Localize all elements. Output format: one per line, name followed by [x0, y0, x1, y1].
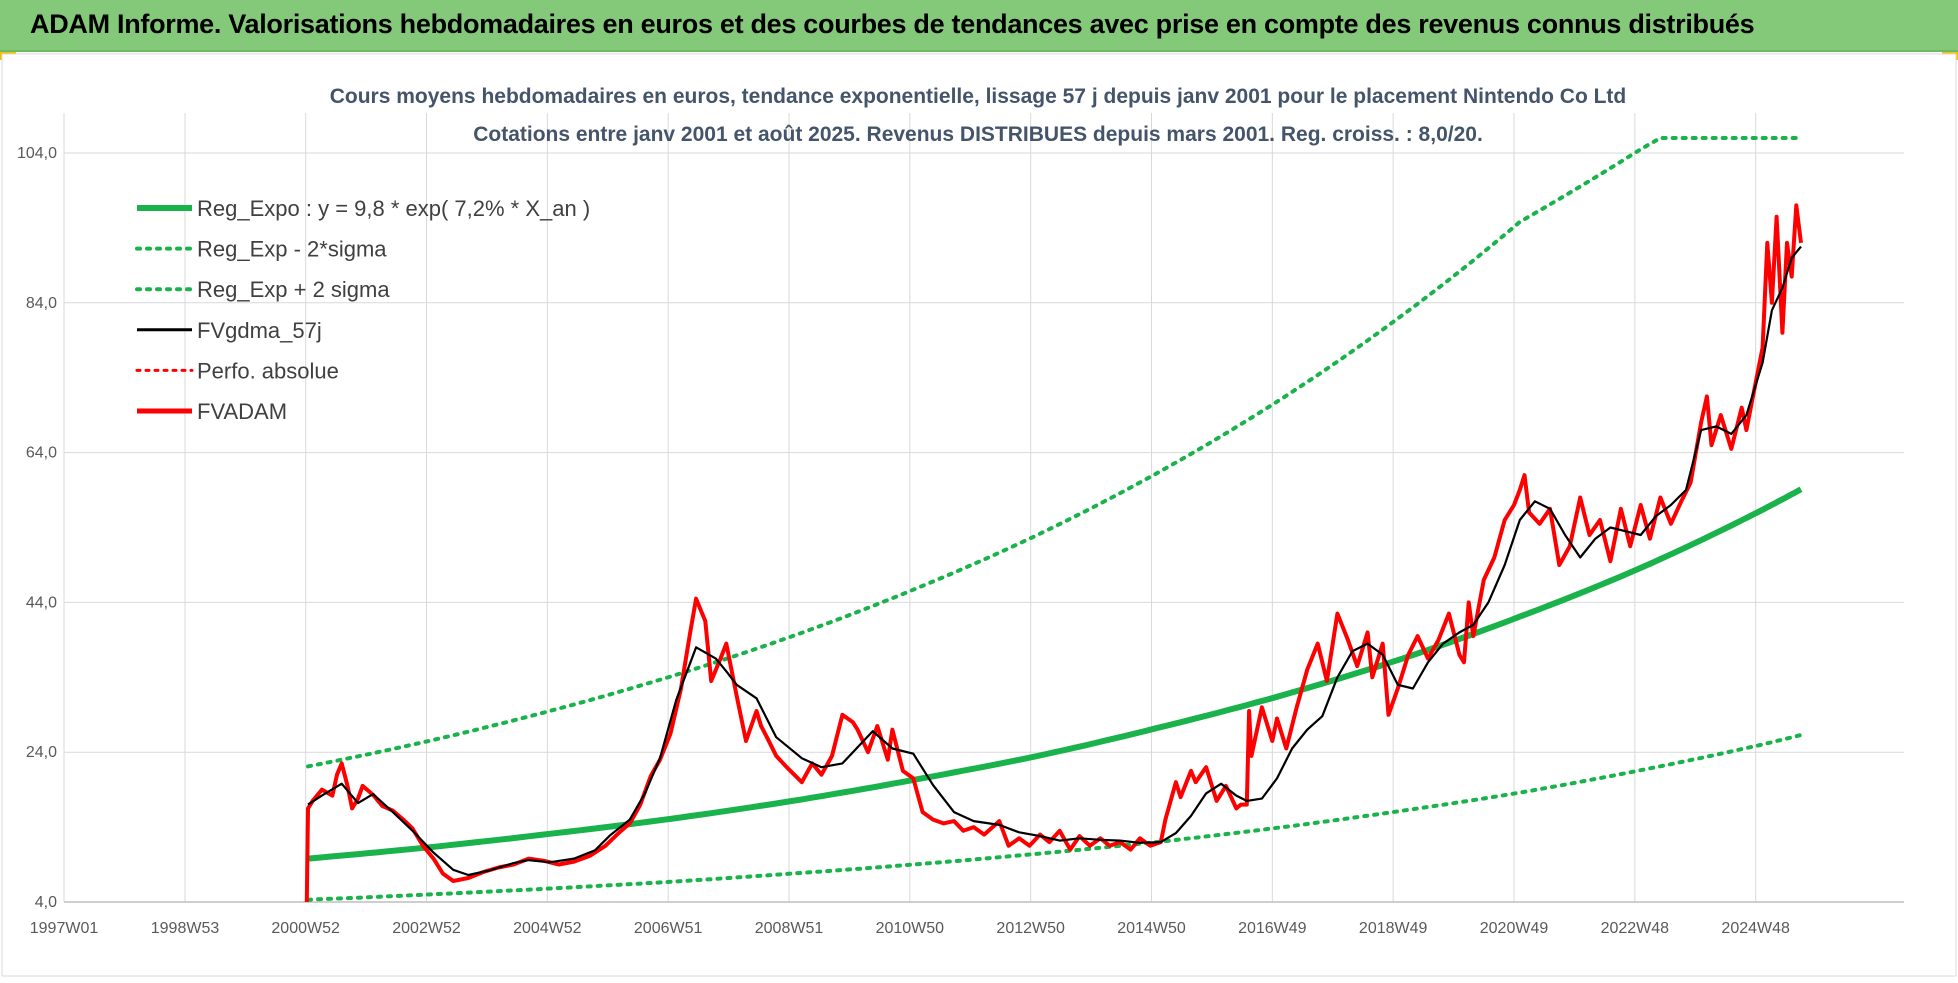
x-tick-label: 2008W51: [755, 920, 824, 937]
chart-title-line-1: Cours moyens hebdomadaires en euros, ten…: [330, 85, 1627, 108]
legend-label: Reg_Exp + 2 sigma: [197, 277, 390, 302]
series-reg-exp-minus-2sigma-line: [306, 733, 1803, 902]
y-tick-label: 44,0: [26, 594, 57, 611]
x-tick-label: 2024W48: [1721, 920, 1790, 937]
y-tick-label: 104,0: [17, 145, 57, 162]
x-tick-label: 2002W52: [392, 920, 461, 937]
x-tick-label: 2006W51: [634, 920, 703, 937]
series-reg-exp-plus-2sigma-line: [306, 136, 1803, 769]
legend-item-perfo-absolue[interactable]: Perfo. absolue: [135, 358, 339, 383]
title-banner: ADAM Informe. Valorisations hebdomadaire…: [0, 0, 1958, 52]
x-tick-label: 1998W53: [151, 920, 220, 937]
x-tick-label: 2022W48: [1601, 920, 1670, 937]
chart-svg: 4,0 24,0 44,0 64,0 84,0 104,0 1997W01 1998W53 20…: [1, 53, 1957, 977]
legend-item-reg-exp-minus-2sigma[interactable]: Reg_Exp - 2*sigma: [135, 237, 387, 262]
x-tick-label: 1997W01: [30, 920, 99, 937]
x-tick-label: 2020W49: [1480, 920, 1549, 937]
legend-item-reg-expo[interactable]: Reg_Expo : y = 9,8 * exp( 7,2% * X_an ): [137, 196, 590, 221]
series-reg-expo-line: [307, 486, 1803, 862]
legend-label: Perfo. absolue: [197, 358, 339, 383]
x-tick-label: 2018W49: [1359, 920, 1428, 937]
y-tick-label: 84,0: [26, 295, 57, 312]
chart-title-line-2: Cotations entre janv 2001 et août 2025. …: [473, 123, 1483, 146]
legend-label: Reg_Exp - 2*sigma: [197, 237, 387, 262]
series-fvadam-line: [304, 203, 1803, 903]
legend-label: FVADAM: [197, 399, 287, 424]
legend-label: Reg_Expo : y = 9,8 * exp( 7,2% * X_an ): [197, 196, 590, 221]
y-tick-label: 4,0: [35, 894, 57, 911]
x-tick-label: 2014W50: [1117, 920, 1186, 937]
x-tick-label: 2012W50: [996, 920, 1065, 937]
x-tick-label: 2010W50: [876, 920, 945, 937]
chart-area: 4,0 24,0 44,0 64,0 84,0 104,0 1997W01 1998W53 20…: [0, 52, 1958, 978]
legend-item-reg-exp-plus-2sigma[interactable]: Reg_Exp + 2 sigma: [135, 277, 390, 302]
series-fvgdma-line: [307, 245, 1802, 877]
x-tick-label: 2000W52: [271, 920, 340, 937]
x-tick-label: 2016W49: [1238, 920, 1307, 937]
y-tick-label: 24,0: [26, 744, 57, 761]
banner-title: ADAM Informe. Valorisations hebdomadaire…: [30, 9, 1755, 39]
x-tick-label: 2004W52: [513, 920, 582, 937]
legend-item-fvgdma[interactable]: FVgdma_57j: [137, 318, 322, 343]
legend-item-fvadam[interactable]: FVADAM: [137, 399, 287, 424]
y-tick-label: 64,0: [26, 445, 57, 462]
legend-label: FVgdma_57j: [197, 318, 322, 343]
